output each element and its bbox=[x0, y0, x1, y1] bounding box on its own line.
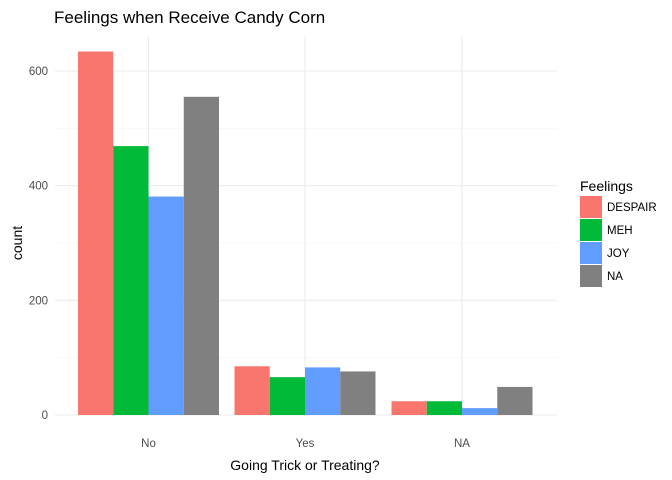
bar-joy-yes bbox=[305, 367, 341, 415]
legend-label-meh: MEH bbox=[607, 225, 633, 237]
bar-na-na bbox=[497, 386, 533, 415]
y-tick-label: 0 bbox=[42, 410, 48, 422]
bar-despair-na bbox=[391, 401, 427, 415]
x-tick-label: NA bbox=[454, 438, 470, 450]
legend-label-despair: DESPAIR bbox=[607, 202, 657, 214]
y-tick-labels: 0 200 400 600 bbox=[29, 66, 48, 422]
bar-joy-no bbox=[148, 196, 184, 415]
bar-meh-na bbox=[426, 401, 462, 415]
bars bbox=[78, 51, 533, 416]
chart-title: Feelings when Receive Candy Corn bbox=[54, 8, 325, 27]
bar-na-no bbox=[183, 96, 219, 416]
y-axis-title: count bbox=[9, 226, 25, 260]
legend-swatch-joy bbox=[580, 242, 602, 264]
y-tick-label: 600 bbox=[29, 66, 48, 78]
legend-swatch-na bbox=[580, 265, 602, 287]
legend-swatch-despair bbox=[580, 196, 602, 218]
legend-label-joy: JOY bbox=[607, 248, 630, 260]
x-tick-label: Yes bbox=[296, 438, 315, 450]
bar-despair-yes bbox=[234, 366, 270, 415]
x-tick-label: No bbox=[141, 438, 156, 450]
x-axis-title: Going Trick or Treating? bbox=[230, 457, 380, 473]
bar-na-yes bbox=[340, 371, 376, 415]
legend-label-na: NA bbox=[607, 271, 623, 283]
legend: Feelings DESPAIR MEH JOY NA bbox=[580, 178, 657, 287]
legend-title: Feelings bbox=[580, 178, 633, 194]
bar-meh-no bbox=[113, 146, 149, 416]
bar-meh-yes bbox=[269, 377, 305, 415]
y-tick-label: 200 bbox=[29, 295, 48, 307]
legend-swatch-meh bbox=[580, 219, 602, 241]
x-tick-labels: No Yes NA bbox=[141, 438, 470, 450]
bar-despair-no bbox=[78, 51, 114, 415]
bar-joy-na bbox=[462, 408, 498, 415]
y-tick-label: 400 bbox=[29, 181, 48, 193]
